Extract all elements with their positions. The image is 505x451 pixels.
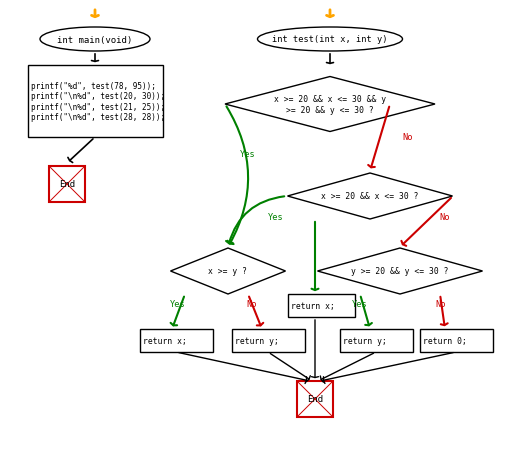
Text: int main(void): int main(void) bbox=[57, 36, 132, 44]
Text: Yes: Yes bbox=[268, 213, 283, 222]
Text: x >= 20 && x <= 30 ?: x >= 20 && x <= 30 ? bbox=[321, 192, 418, 201]
Bar bbox=[339, 329, 412, 352]
Text: End: End bbox=[307, 395, 322, 404]
Ellipse shape bbox=[257, 28, 401, 52]
Bar bbox=[231, 329, 305, 352]
Text: Yes: Yes bbox=[240, 150, 256, 159]
Text: End: End bbox=[59, 180, 75, 189]
Text: return y;: return y; bbox=[342, 336, 386, 345]
Text: No: No bbox=[402, 133, 413, 142]
Bar bbox=[419, 329, 492, 352]
Text: x >= 20 && x <= 30 && y
>= 20 && y <= 30 ?: x >= 20 && x <= 30 && y >= 20 && y <= 30… bbox=[273, 95, 385, 115]
Text: return x;: return x; bbox=[143, 336, 186, 345]
Text: return 0;: return 0; bbox=[422, 336, 466, 345]
Bar bbox=[140, 329, 213, 352]
Text: No: No bbox=[435, 300, 445, 309]
Text: printf("%d", test(78, 95));
printf("\n%d", test(20, 30));
printf("\n%d", test(21: printf("%d", test(78, 95)); printf("\n%d… bbox=[31, 82, 165, 122]
Bar bbox=[296, 381, 332, 417]
Text: return x;: return x; bbox=[290, 301, 334, 310]
Text: int test(int x, int y): int test(int x, int y) bbox=[272, 36, 387, 44]
Text: return y;: return y; bbox=[234, 336, 278, 345]
Bar bbox=[287, 295, 355, 318]
Polygon shape bbox=[317, 249, 482, 295]
Text: y >= 20 && y <= 30 ?: y >= 20 && y <= 30 ? bbox=[350, 267, 448, 276]
Ellipse shape bbox=[40, 28, 149, 52]
Polygon shape bbox=[287, 174, 451, 220]
Bar bbox=[28, 66, 163, 138]
Text: No: No bbox=[439, 213, 449, 222]
Text: No: No bbox=[246, 300, 257, 309]
Bar bbox=[49, 166, 85, 202]
Text: Yes: Yes bbox=[351, 300, 367, 309]
Polygon shape bbox=[170, 249, 285, 295]
Text: x >= y ?: x >= y ? bbox=[208, 267, 247, 276]
Polygon shape bbox=[225, 77, 434, 132]
Text: Yes: Yes bbox=[170, 300, 185, 309]
